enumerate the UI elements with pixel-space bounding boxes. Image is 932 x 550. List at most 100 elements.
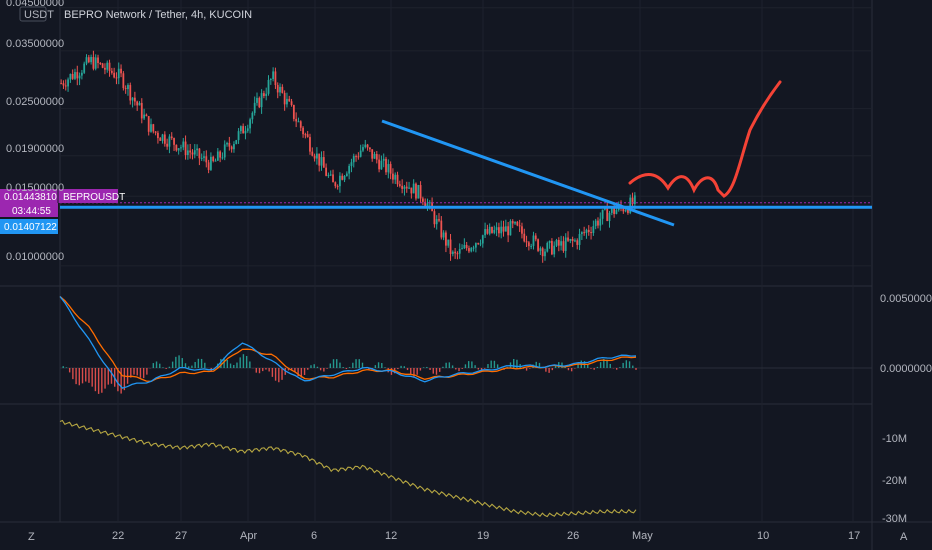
candle-body [138,102,141,106]
candle-body [274,71,277,86]
candle-body [518,225,521,227]
candle-body [318,153,321,166]
candle-body [295,118,298,122]
candle-body [567,237,569,241]
candle-body [127,85,129,90]
chart-title: BEPRO Network / Tether, 4h, KUCOIN [64,9,252,21]
candle-body [341,175,344,180]
time-label-3: 6 [311,530,317,542]
drawings[interactable] [60,80,872,227]
candle-body [166,143,169,147]
candle-body [196,148,198,151]
candle-body [267,79,270,94]
candle-body [239,126,242,132]
candle-body [283,92,286,105]
candle-body [235,140,238,144]
candle-body [272,71,275,80]
price-tick-2: 0.02500000 [6,96,64,108]
candle-body [85,57,88,64]
candle-body [458,249,461,254]
candle-body [449,239,452,254]
candles [60,50,636,263]
candle-body [122,73,125,89]
candle-body [216,151,219,161]
candle-body [143,114,145,119]
candle-body [474,243,477,248]
candle-body [92,56,95,69]
last-price-label: 0.01443810 BEPROUSDT 03:44:55 [0,189,125,217]
macd-pane [59,296,872,394]
candle-body [495,227,498,231]
candle-body [479,243,482,245]
candle-body [532,235,535,246]
candle-body [345,173,348,177]
price-tick-1: 0.03500000 [6,38,64,50]
candle-body [309,137,311,152]
candle-body [454,251,457,254]
candle-body [534,235,537,240]
candle-body [299,121,302,128]
obv-line [59,419,637,518]
candle-body [592,226,595,234]
candle-body [502,226,505,232]
time-label-8: 10 [757,530,769,542]
candle-body [329,174,332,176]
time-label-2: Apr [240,530,257,542]
auto-scale-icon[interactable]: A [900,531,908,543]
candle-body [412,183,415,194]
candle-body [253,102,256,113]
candle-body [359,150,362,157]
candle-body [175,144,178,151]
time-label-0: 22 [112,530,124,542]
candle-body [325,167,328,176]
candle-body [168,136,171,147]
candle-body [551,240,553,255]
candle-body [380,160,383,170]
candle-body [304,134,307,136]
candle-body [539,248,542,251]
candle-body [313,155,316,159]
candle-body [355,156,357,158]
last-price-value: 0.01443810 [4,192,57,203]
candle-body [320,157,323,166]
price-axis[interactable]: 0.04500000 0.03500000 0.02500000 0.01900… [6,0,64,263]
candle-body [163,134,166,144]
candle-body [488,226,491,234]
candle-body [233,143,235,150]
candle-body [133,97,136,102]
candle-body [94,57,97,69]
candle-body [154,131,157,133]
candle-body [555,239,558,246]
obv-tick-2: -30M [882,513,907,525]
price-tick-3: 0.01900000 [6,143,64,155]
time-axis[interactable]: 22 27 Apr 6 12 19 26 May 10 17 [112,530,860,542]
candle-body [583,232,586,234]
candle-body [608,212,611,222]
candle-body [237,131,240,141]
line-price-label: 0.01407122 [0,219,58,234]
candle-body [481,235,484,244]
candle-body [509,221,512,236]
currency-badge[interactable] [19,6,47,22]
candle-body [101,63,104,68]
candle-body [71,73,74,79]
candle-body [574,240,576,242]
candle-body [606,207,609,222]
candle-body [219,151,222,158]
candle-body [610,207,613,213]
candle-body [258,97,261,108]
obv-pane [59,419,637,518]
candle-body [594,220,597,227]
candle-body [590,232,592,234]
candle-body [398,184,401,186]
candle-body [203,156,205,158]
candle-body [562,241,565,251]
timezone-z-icon[interactable]: Z [28,531,35,543]
candle-body [302,127,304,135]
candle-body [230,146,233,150]
candle-body [350,162,353,166]
candle-body [553,245,556,255]
candle-body [378,159,381,170]
time-label-1: 27 [175,530,187,542]
